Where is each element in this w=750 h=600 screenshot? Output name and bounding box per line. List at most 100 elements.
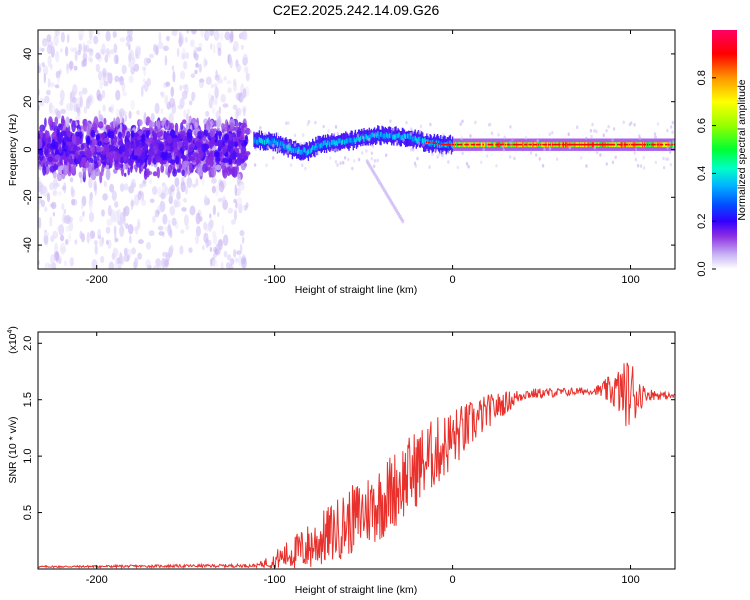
- spectrogram-cell: [182, 198, 188, 203]
- spectrogram-cell: [465, 143, 467, 146]
- spectrogram-cell: [445, 143, 447, 146]
- spectrogram-cell: [179, 245, 184, 255]
- spectrogram-cell: [671, 130, 674, 134]
- y-tick-label: 40: [22, 48, 34, 60]
- spectrogram-cell: [211, 185, 216, 194]
- spectrogram-cell: [511, 137, 514, 142]
- spectrogram-cell: [203, 221, 208, 230]
- spectrogram-cell: [117, 220, 123, 226]
- spectrogram-cell: [222, 195, 226, 203]
- spectrogram-cell: [58, 133, 64, 143]
- spectrogram-cell: [264, 132, 267, 136]
- spectrogram-cell: [284, 145, 286, 150]
- spectrogram-cell: [210, 119, 214, 127]
- spectrogram-cell: [343, 139, 345, 145]
- spectrogram-cell: [434, 142, 436, 145]
- spectrogram-cell: [126, 254, 130, 262]
- spectrogram-cell: [65, 116, 70, 128]
- spectrogram-cell: [75, 115, 81, 121]
- spectrogram-cell: [438, 140, 440, 146]
- spectrogram-cell: [229, 58, 233, 69]
- spectrogram-cell: [63, 215, 70, 224]
- spectrogram-cell: [64, 46, 69, 57]
- spectrogram-cell: [91, 259, 98, 269]
- spectrogram-cell: [108, 151, 112, 158]
- spectrogram-cell: [63, 260, 67, 267]
- spectrogram-cell: [391, 130, 393, 146]
- spectrogram-cell: [100, 169, 104, 177]
- spectrogram-cell: [249, 129, 252, 134]
- spectrogram-cell: [212, 235, 218, 245]
- spectrogram-cell: [459, 122, 462, 126]
- spectrogram-cell: [202, 176, 205, 186]
- spectrogram-cell: [654, 135, 657, 139]
- spectrogram-cell: [78, 30, 85, 40]
- spectrogram-cell: [593, 146, 596, 150]
- spectrogram-cell: [152, 171, 158, 177]
- spectrogram-cell: [541, 164, 545, 168]
- spectrogram-cell: [145, 242, 152, 250]
- spectrogram-cell: [361, 134, 363, 139]
- spectrogram-cell: [347, 138, 349, 144]
- spectrogram-cell: [441, 143, 444, 146]
- spectrogram-cell: [518, 143, 521, 146]
- spectrogram-cell: [128, 235, 132, 244]
- spectrogram-cell: [429, 122, 432, 127]
- spectrogram-cell: [337, 138, 339, 144]
- spectrogram-cell: [71, 134, 77, 144]
- spectrogram-cell: [624, 143, 626, 146]
- spectrogram-cell: [128, 61, 135, 69]
- spectrogram-cell: [351, 166, 354, 171]
- spectrogram-cell: [42, 65, 49, 76]
- spectrogram-cell: [622, 120, 625, 124]
- spectrogram-cell: [301, 149, 303, 155]
- spectrogram-cell: [142, 66, 146, 71]
- spectrogram-cell: [53, 190, 57, 196]
- spectrogram-cell: [581, 143, 584, 146]
- spectrogram-cell: [138, 239, 144, 245]
- spectrogram-cell: [320, 142, 322, 148]
- spectrogram-cell: [169, 159, 176, 164]
- spectrogram-cell: [413, 161, 417, 166]
- spectrogram-cell: [660, 143, 663, 146]
- spectrogram-cell: [567, 143, 570, 146]
- spectrogram-cell: [88, 177, 93, 189]
- spectrogram-cell: [585, 164, 588, 168]
- spectrogram-cell: [285, 121, 288, 125]
- spectrogram-cell: [395, 133, 397, 139]
- spectrogram-cell: [114, 75, 120, 83]
- spectrogram-cell: [157, 225, 164, 231]
- y-tick-label: 0: [22, 146, 34, 152]
- spectrogram-cell: [185, 52, 190, 60]
- spectrogram-cell: [499, 143, 501, 146]
- spectrogram-cell: [529, 151, 533, 155]
- spectrogram-cell: [479, 143, 481, 146]
- colorbar-tick-label: 0.0: [696, 261, 708, 276]
- spectrogram-cell: [638, 143, 640, 146]
- spectrogram-cell: [460, 143, 462, 146]
- spectrogram-cell: [276, 148, 279, 152]
- spectrogram-cell: [154, 209, 160, 218]
- spectrogram-cell: [118, 255, 125, 265]
- spectrogram-cell: [347, 157, 350, 162]
- spectrogram-cell: [357, 136, 360, 142]
- spectrogram-cell: [105, 48, 110, 56]
- spectrogram-cell: [548, 146, 552, 151]
- spectrogram-cell: [178, 140, 183, 148]
- spectrogram-cell: [612, 127, 616, 131]
- spectrogram-cell: [590, 134, 593, 139]
- spectrogram-cell: [283, 143, 285, 149]
- spectrogram-cell: [103, 143, 109, 152]
- spectrogram-cell: [118, 140, 124, 146]
- spectrogram-cell: [136, 147, 142, 157]
- spectrogram-cell: [501, 143, 504, 146]
- spectrogram-cell: [373, 159, 377, 163]
- spectrogram-cell: [235, 109, 239, 119]
- spectrogram-cell: [112, 252, 117, 261]
- spectrogram-cell: [38, 46, 42, 52]
- spectrogram-cell: [665, 157, 668, 161]
- spectrogram-cell: [637, 143, 639, 146]
- spectrogram-cell: [407, 133, 409, 139]
- spectrogram-cell: [119, 75, 124, 86]
- spectrogram-cell: [208, 156, 215, 161]
